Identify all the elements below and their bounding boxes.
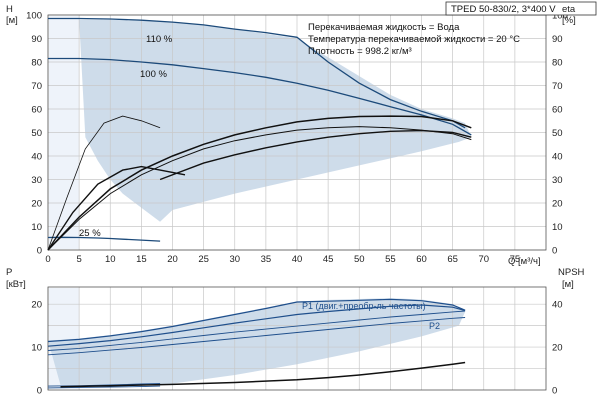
x-tick-label: 65 (447, 254, 458, 265)
power-npsh-chart: 0 10 20 0 20 40 (31, 286, 563, 397)
x-tick-label: 60 (416, 254, 427, 265)
power-curve (47, 298, 466, 343)
y-tick-label-left: 80 (31, 58, 42, 69)
y-tick-label-left: 50 (31, 128, 42, 139)
x-tick-label: 30 (229, 254, 240, 265)
power-curve (47, 304, 466, 347)
efficiency-curve (47, 115, 161, 251)
power-curve (47, 317, 466, 356)
x-tick-label: 45 (323, 254, 334, 265)
y-tick-label-right: 80 (552, 58, 563, 69)
y-tick-label-right: 30 (552, 175, 563, 186)
y-tick-label-right: 50 (552, 128, 563, 139)
power-curve (47, 385, 161, 389)
y-tick-label-left: 20 (31, 199, 42, 210)
npsh-tick-label: 0 (552, 386, 557, 397)
curve-label-25: 25 % (79, 228, 101, 239)
y-tick-label-left: 90 (31, 34, 42, 45)
y-tick-label-right: 100 (552, 11, 568, 22)
curve-label-110: 110 % (146, 34, 173, 45)
y-tick-label-left: 70 (31, 81, 42, 92)
upper-plot-frame (47, 14, 547, 251)
upper-left-axis-label: H (6, 4, 13, 15)
lower-plot-frame (47, 286, 547, 391)
upper-right-axis-label: eta (562, 4, 576, 15)
y-tick-label-right: 40 (552, 152, 563, 163)
y-tick-label-right: 90 (552, 34, 563, 45)
x-tick-label: 70 (478, 254, 489, 265)
y-tick-label-left: 10 (31, 222, 42, 233)
x-tick-label: 20 (167, 254, 178, 265)
npsh-tick-label: 20 (552, 343, 563, 354)
y-tick-label-right: 60 (552, 105, 563, 116)
lower-right-axis-label: NPSH (558, 267, 585, 278)
npsh-curve (60, 361, 466, 388)
lower-right-axis-unit: [м] (562, 279, 574, 290)
y-tick-label-right: 0 (552, 246, 557, 257)
x-tick-label: 0 (45, 254, 50, 265)
efficiency-curve-lower (159, 129, 472, 181)
note-liquid: Перекачиваемая жидкость = Вода (308, 22, 460, 33)
y-tick-label-left: 0 (37, 246, 42, 257)
lower-left-axis-unit: [кВт] (6, 279, 26, 290)
head-curve (48, 57, 472, 136)
power-curve (47, 310, 466, 351)
y-tick-label-left: 40 (31, 152, 42, 163)
x-tick-label: 10 (105, 254, 116, 265)
upper-right-axis-unit: [%] (562, 15, 576, 26)
efficiency-curve (47, 115, 472, 251)
head-curve (47, 236, 161, 242)
x-tick-label: 75 (510, 254, 521, 265)
x-tick-label: 55 (385, 254, 396, 265)
x-tick-label: 15 (136, 254, 147, 265)
npsh-tick-label: 40 (552, 300, 563, 311)
efficiency-curve-inner (47, 165, 186, 251)
lower-left-axis-label: P (6, 267, 12, 278)
curve-label-100: 100 % (140, 69, 167, 80)
head-curve (48, 17, 466, 129)
x-tick-label: 40 (292, 254, 303, 265)
chart-title: TPED 50-830/2, 3*400 V (451, 4, 556, 15)
note-density: Плотность = 998.2 кг/м³ (308, 46, 412, 57)
efficiency-curve (47, 126, 472, 251)
p-tick-label: 0 (37, 386, 42, 397)
note-temperature: Температура перекачиваемой жидкости = 20… (308, 34, 520, 45)
title-box (445, 1, 597, 16)
y-tick-label-left: 60 (31, 105, 42, 116)
y-tick-label-left: 100 (26, 11, 42, 22)
p1-label: P1 (двиг.+преобр-ль частоты) (302, 301, 426, 311)
y-tick-label-right: 20 (552, 199, 563, 210)
x-tick-label: 25 (198, 254, 209, 265)
operating-area (48, 19, 472, 222)
x-axis-label: Q [м³/ч] (508, 256, 541, 267)
p-tick-label: 20 (31, 300, 42, 311)
y-tick-label-left: 30 (31, 175, 42, 186)
x-tick-label: 5 (76, 254, 81, 265)
p-tick-label: 10 (31, 343, 42, 354)
head-efficiency-chart: 0 5 10 15 20 25 30 35 40 45 50 55 60 65 70 75 0 10 20 30 40 5… (26, 11, 568, 266)
x-tick-label: 50 (354, 254, 365, 265)
p2-label: P2 (429, 321, 440, 331)
y-tick-label-right: 10 (552, 222, 563, 233)
y-tick-label-right: 70 (552, 81, 563, 92)
x-tick-label: 35 (261, 254, 272, 265)
power-curve (47, 383, 161, 387)
upper-left-axis-unit: [м] (6, 15, 18, 26)
